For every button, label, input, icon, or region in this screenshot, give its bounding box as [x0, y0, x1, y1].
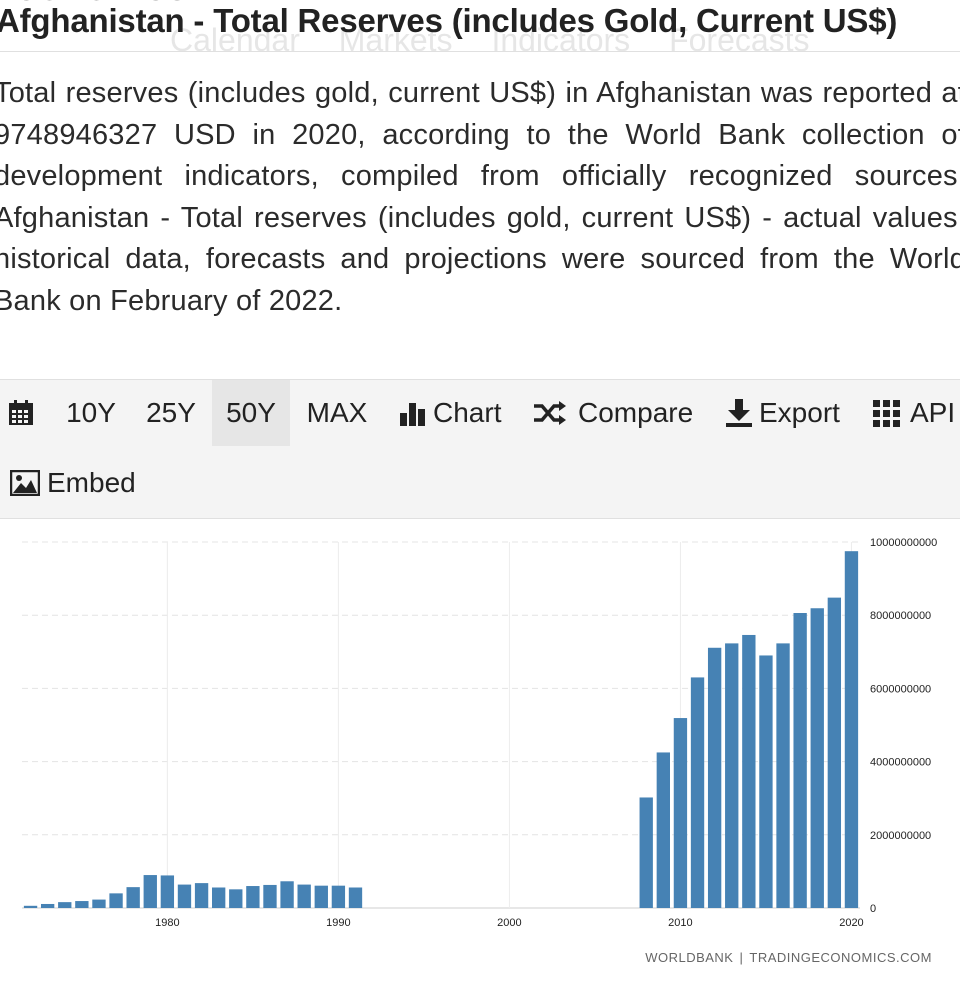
chart-bar — [742, 634, 756, 908]
chart-bar — [40, 903, 55, 908]
chart-bar — [331, 885, 346, 908]
chart-bar — [229, 889, 243, 908]
nav-indicators[interactable]: Indicators — [491, 22, 631, 58]
nav-forecasts[interactable]: Forecasts — [669, 22, 810, 58]
title-divider — [0, 51, 960, 52]
range-25y-button[interactable]: 25Y — [146, 397, 196, 428]
chart-bar — [656, 752, 670, 908]
chart-bar — [725, 643, 739, 908]
nav-calendar[interactable]: Calendar — [170, 22, 300, 58]
chart-bar — [707, 647, 722, 908]
export-label: Export — [759, 397, 840, 428]
x-tick-label: 1990 — [326, 917, 350, 929]
shuffle-icon — [532, 399, 568, 427]
source-separator: | — [739, 950, 744, 965]
chart-bar — [314, 885, 328, 908]
embed-button[interactable]: Embed — [10, 450, 136, 516]
api-button[interactable]: API — [873, 380, 955, 446]
chart-bar — [690, 677, 705, 908]
x-tick-label: 1980 — [155, 917, 179, 929]
embed-label: Embed — [47, 467, 136, 498]
chart-bar — [160, 875, 175, 908]
y-tick-label: 0 — [870, 903, 876, 915]
y-tick-label: 8000000000 — [870, 610, 931, 622]
compare-label: Compare — [578, 397, 694, 428]
image-icon — [10, 470, 40, 496]
nav-markets[interactable]: Markets — [338, 22, 453, 58]
chart-bar — [297, 884, 311, 908]
calendar-icon — [6, 398, 36, 428]
download-icon — [725, 398, 753, 428]
chart-label: Chart — [433, 397, 502, 428]
chart-bar — [75, 901, 89, 908]
compare-button[interactable]: Compare — [532, 380, 693, 446]
x-tick-label: 2020 — [839, 917, 863, 929]
range-50y-button[interactable]: 50Y — [212, 380, 290, 446]
y-tick-label: 4000000000 — [870, 757, 931, 769]
page-title: Afghanistan - Total Reserves (includes G… — [0, 2, 898, 39]
chart-bar — [58, 902, 72, 908]
range-10y-button[interactable]: 10Y — [66, 397, 116, 428]
chart-bar — [143, 875, 157, 908]
chart-type-button[interactable]: Chart — [399, 380, 501, 446]
chart-bar — [827, 597, 842, 908]
chart-bar — [639, 797, 653, 908]
chart-bar — [126, 887, 140, 908]
chart-bar — [212, 887, 226, 908]
api-label: API — [910, 397, 956, 428]
chart-bar — [177, 884, 192, 908]
brand-logo[interactable]: ECONOMICS — [0, 0, 188, 8]
calendar-button[interactable] — [6, 380, 40, 446]
chart-bar — [109, 893, 123, 908]
chart-bar — [793, 613, 807, 908]
grid-icon — [873, 399, 900, 427]
chart-bar — [246, 886, 260, 908]
chart-area: 0 2000000000 4000000000 6000000000 800000000… — [0, 520, 960, 1000]
source-tradingeconomics[interactable]: TRADINGECONOMICS.COM — [749, 950, 932, 965]
reserves-bar-chart: 0 2000000000 4000000000 6000000000 800000000… — [22, 537, 937, 929]
chart-bar — [776, 643, 790, 908]
range-max-button[interactable]: MAX — [306, 397, 368, 428]
ghost-navigation: Calendar Markets Indicators Forecasts — [170, 22, 810, 59]
x-tick-label: 2010 — [668, 917, 692, 929]
chart-bar — [92, 899, 106, 908]
y-tick-label: 10000000000 — [870, 537, 937, 549]
chart-toolbar: 10Y 25Y 50Y MAX Chart Compare — [0, 379, 960, 519]
data-source: WORLDBANK | TRADINGECONOMICS.COM — [645, 950, 932, 965]
chart-bar — [348, 887, 363, 908]
chart-bar — [759, 655, 773, 908]
chart-bar — [673, 718, 688, 908]
x-tick-label: 2000 — [497, 917, 521, 929]
source-worldbank[interactable]: WORLDBANK — [645, 950, 734, 965]
export-button[interactable]: Export — [725, 380, 840, 446]
bar-chart-icon — [399, 399, 427, 427]
indicator-description: Total reserves (includes gold, current U… — [0, 77, 960, 317]
chart-bar — [280, 881, 294, 908]
chart-bar — [263, 884, 277, 908]
chart-bar — [844, 551, 859, 908]
chart-bar — [194, 883, 209, 908]
chart-bar — [810, 608, 824, 908]
y-tick-label: 6000000000 — [870, 683, 931, 695]
y-tick-label: 2000000000 — [870, 830, 931, 842]
chart-bar — [23, 905, 38, 908]
